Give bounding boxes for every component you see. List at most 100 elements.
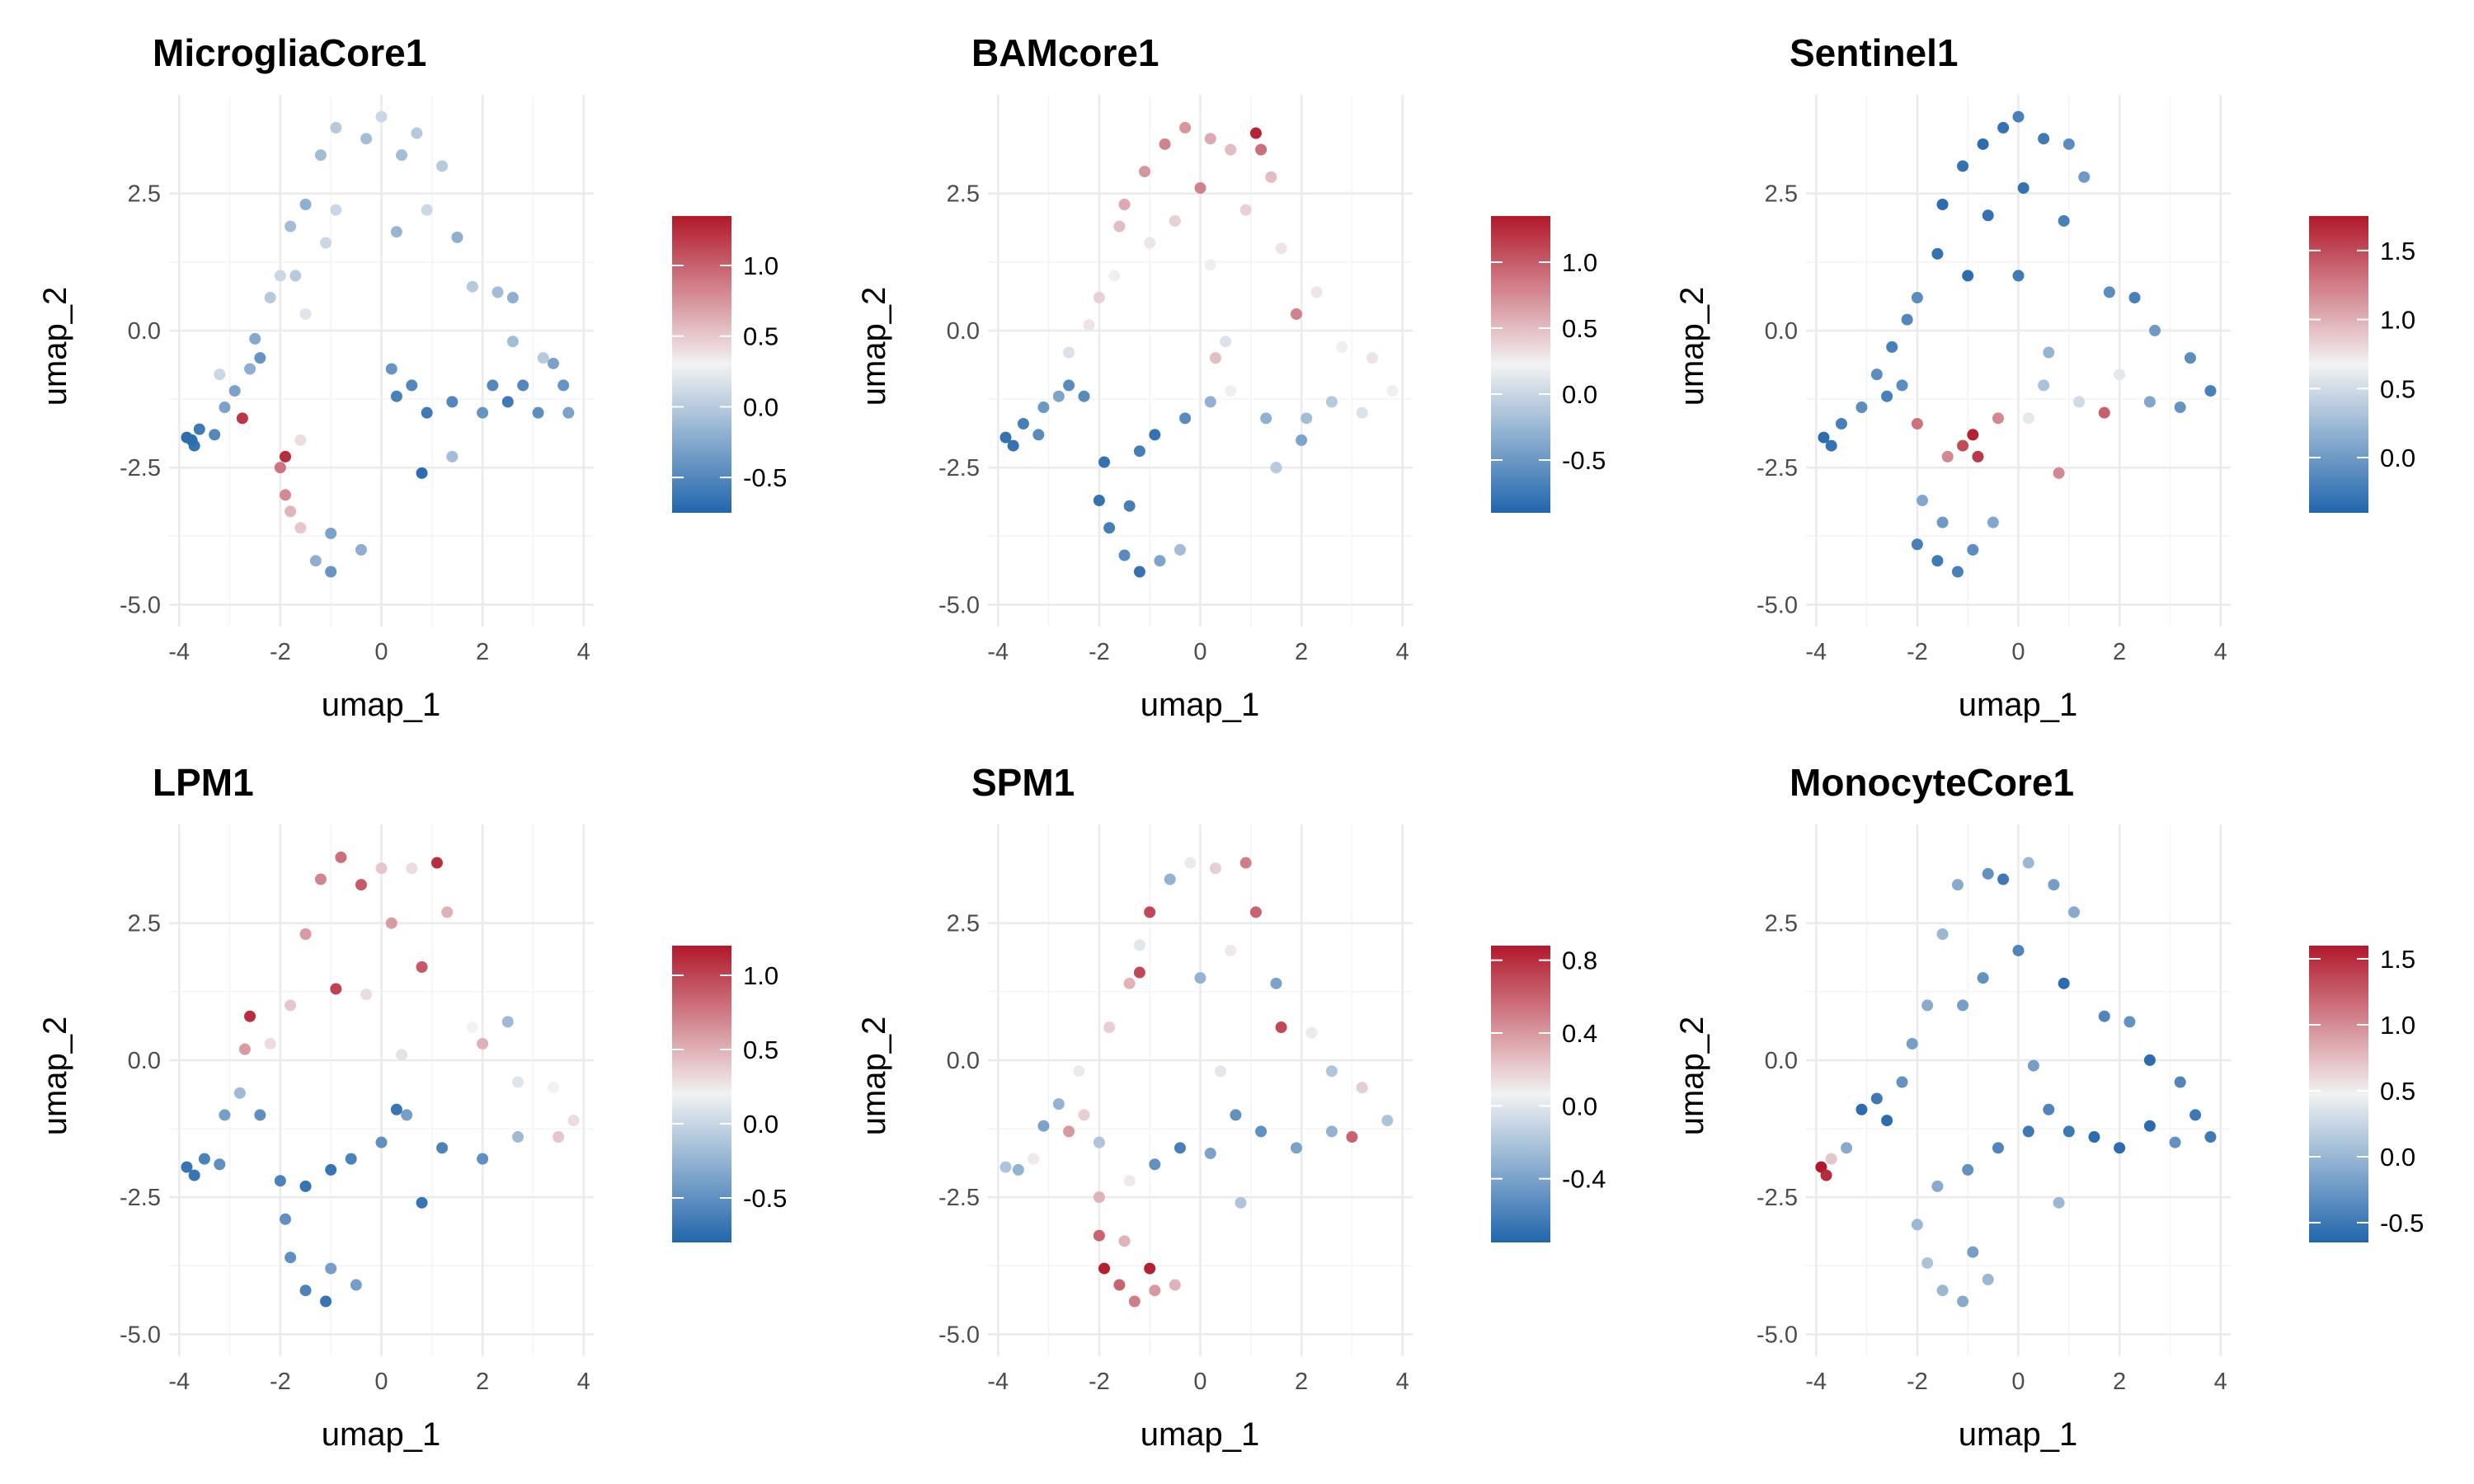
data-point — [299, 198, 312, 210]
scatter-points — [1818, 110, 2217, 578]
data-point — [2017, 182, 2030, 195]
y-tick-label: -5.0 — [120, 592, 161, 618]
data-point — [557, 379, 570, 392]
colorbar — [672, 946, 731, 1242]
x-axis-title: umap_1 — [1141, 1416, 1260, 1453]
data-point — [1149, 429, 1161, 441]
y-tick-label: 2.5 — [1765, 181, 1798, 208]
data-point — [238, 1043, 251, 1055]
data-point — [375, 1136, 388, 1148]
data-point — [421, 204, 433, 216]
data-point — [1911, 538, 1923, 551]
data-point — [390, 226, 402, 238]
data-point — [1982, 209, 1994, 222]
data-point — [2078, 171, 2091, 183]
color-legend: 1.0 0.5 0.0 -0.5 — [672, 946, 787, 1242]
panel-title: MonocyteCore1 — [1790, 761, 2074, 804]
data-point — [1977, 138, 1989, 150]
panel-microgliacore1: MicrogliaCore1 -4 -2 0 2 4 2.5 0.0 -2.5 -5.0 um… — [37, 31, 787, 723]
data-point — [1936, 1284, 1949, 1297]
data-point — [385, 917, 397, 929]
data-point — [1063, 379, 1075, 392]
data-point — [1123, 977, 1136, 989]
y-tick-label: -2.5 — [938, 1185, 980, 1211]
data-point — [1941, 450, 1954, 463]
x-tick-label: 4 — [577, 639, 590, 665]
y-tick-label: -2.5 — [938, 455, 980, 481]
data-point — [1032, 429, 1045, 441]
data-point — [1917, 495, 1929, 507]
y-tick-label: 0.0 — [947, 318, 980, 345]
data-point — [1093, 292, 1105, 304]
data-point — [487, 379, 499, 392]
data-point — [1093, 1191, 1105, 1204]
y-tick-label: -5.0 — [938, 592, 980, 618]
data-point — [553, 1131, 565, 1144]
data-point — [299, 1180, 312, 1192]
data-point — [1921, 999, 1934, 1012]
y-tick-label: 0.0 — [128, 1048, 161, 1074]
data-point — [1204, 396, 1216, 408]
data-point — [1936, 516, 1949, 528]
data-point — [2027, 1059, 2039, 1072]
y-axis-title: umap_2 — [1674, 287, 1710, 406]
data-point — [1249, 906, 1262, 918]
data-point — [1931, 555, 1944, 567]
scatter-points — [999, 121, 1399, 578]
data-point — [436, 160, 449, 172]
y-tick-label: -2.5 — [120, 455, 161, 481]
data-point — [1159, 138, 1171, 150]
y-tick-label: 2.5 — [128, 181, 161, 208]
y-tick-label: 2.5 — [1765, 911, 1798, 937]
panel-sentinel1: Sentinel1 -4 -2 0 2 4 2.50.0-2.5-5.0 umap_1 … — [1674, 31, 2415, 723]
data-point — [299, 308, 312, 320]
data-point — [350, 1279, 362, 1291]
data-point — [375, 110, 388, 123]
data-point — [446, 450, 459, 463]
x-tick-label: -2 — [1089, 639, 1110, 665]
data-point — [1073, 1065, 1085, 1078]
y-axis-title: umap_2 — [37, 1017, 73, 1136]
x-tick-label: 2 — [2113, 1369, 2126, 1395]
data-point — [285, 220, 297, 232]
data-point — [2124, 1016, 2136, 1028]
data-point — [1103, 522, 1116, 534]
colorbar-label: -0.5 — [1562, 446, 1606, 475]
panel-spm1: SPM1 -4 -2 0 2 4 2.5 0.0 -2.5 -5.0 umap_1 umap_… — [856, 761, 1606, 1453]
y-tick-label: -5.0 — [1757, 1322, 1798, 1348]
data-point — [1113, 220, 1126, 232]
data-point — [2053, 1196, 2065, 1209]
colorbar-label: 1.5 — [2380, 237, 2415, 265]
x-tick-label: 2 — [476, 639, 489, 665]
colorbar-label: 0.5 — [2380, 374, 2415, 403]
data-point — [999, 1161, 1012, 1173]
y-axis-ticks: 2.5 0.0 -2.5 -5.0 — [120, 911, 161, 1349]
data-point — [1982, 1273, 1994, 1285]
data-point — [506, 292, 519, 304]
data-point — [274, 1175, 286, 1187]
data-point — [355, 543, 367, 556]
data-point — [385, 363, 397, 375]
x-tick-label: 0 — [1193, 1369, 1206, 1395]
y-axis-ticks: 2.5 0.0 -2.5 -5.0 — [938, 911, 980, 1349]
data-point — [1911, 1219, 1923, 1231]
data-point — [1220, 336, 1232, 348]
data-point — [1209, 352, 1221, 364]
data-point — [1083, 319, 1095, 331]
data-point — [512, 1131, 524, 1144]
x-tick-label: 0 — [374, 1369, 388, 1395]
data-point — [1093, 1136, 1105, 1148]
data-point — [1957, 160, 1969, 172]
data-point — [1870, 1092, 1883, 1105]
colorbar-label: 0.0 — [2380, 1143, 2415, 1172]
data-point — [236, 412, 248, 425]
x-tick-label: 0 — [2011, 1369, 2025, 1395]
x-tick-label: -2 — [1907, 639, 1928, 665]
data-point — [1962, 1163, 1974, 1176]
colorbar — [672, 216, 731, 513]
data-point — [2204, 385, 2217, 397]
x-axis-ticks: -4 -2 0 2 4 — [168, 1369, 590, 1395]
data-point — [1093, 495, 1105, 507]
data-point — [1310, 286, 1323, 298]
